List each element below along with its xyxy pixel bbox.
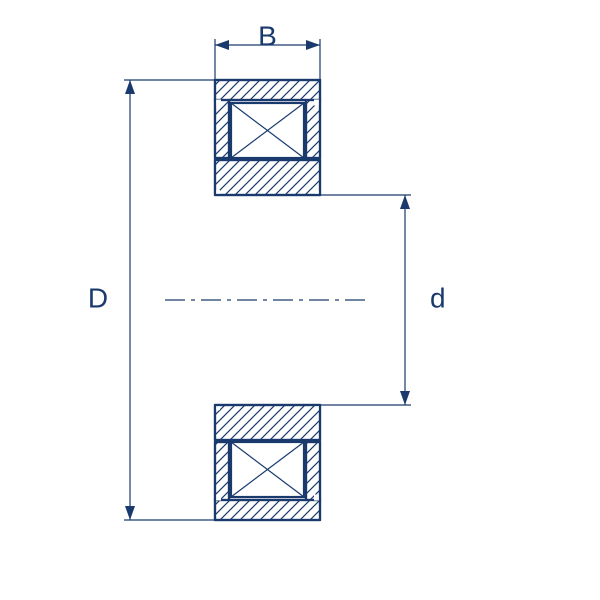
dimension-label-width: B (258, 20, 277, 51)
dimension-label-inner-diameter: d (430, 282, 446, 313)
bearing-section-diagram: B Dd (0, 0, 600, 600)
dimension-label-outer-diameter: D (88, 282, 108, 313)
